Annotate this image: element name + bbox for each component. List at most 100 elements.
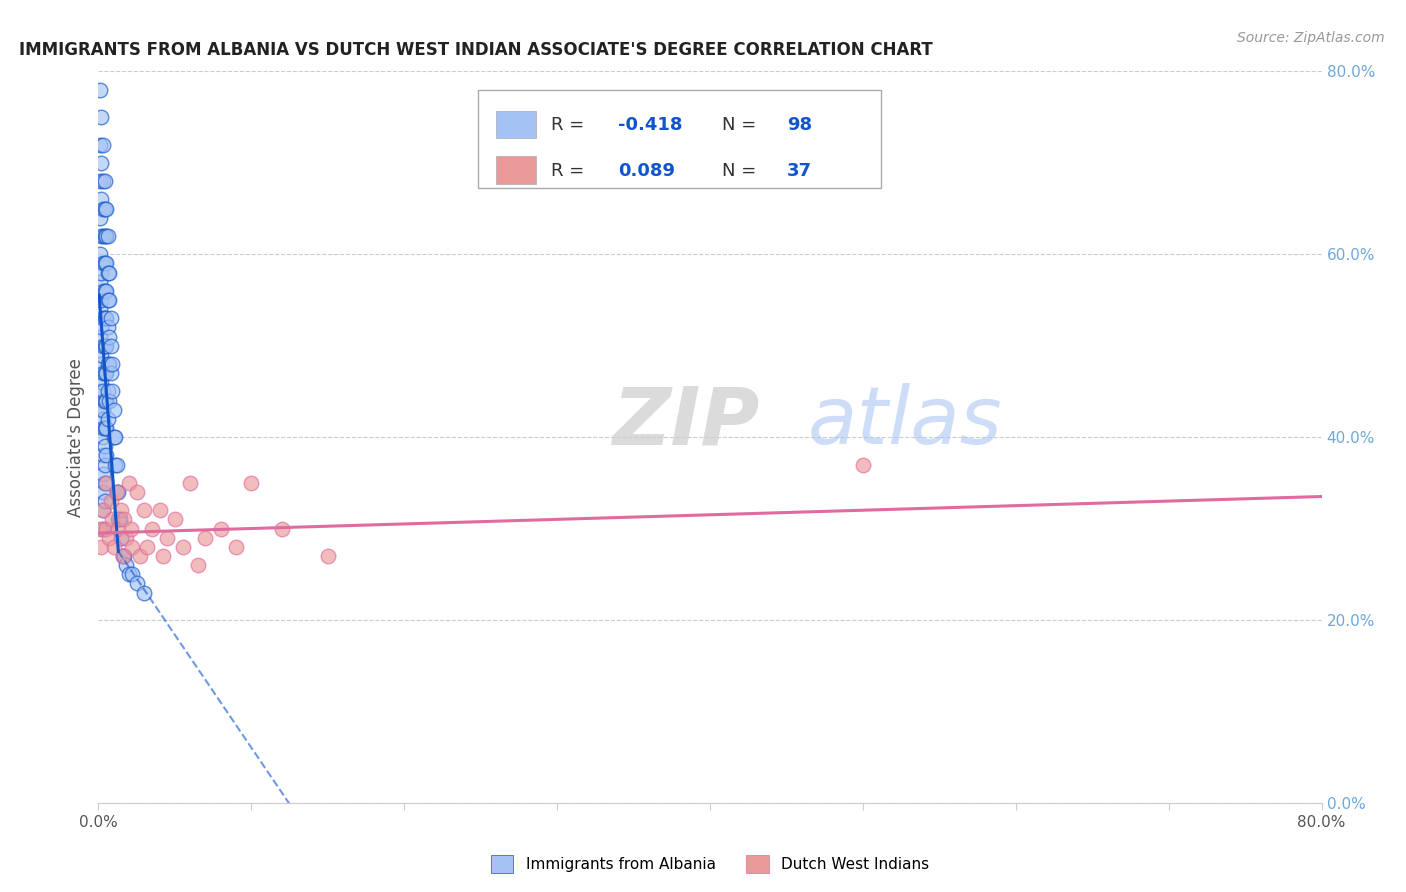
Point xyxy=(98,266,121,280)
Point xyxy=(89,357,111,371)
Point xyxy=(107,485,129,500)
Point xyxy=(91,338,114,352)
Point xyxy=(112,549,135,563)
Point xyxy=(94,421,117,435)
Point xyxy=(93,202,115,216)
FancyBboxPatch shape xyxy=(496,111,536,138)
Point xyxy=(149,503,172,517)
Point xyxy=(270,521,292,535)
Point xyxy=(89,211,111,225)
Point xyxy=(118,475,141,490)
Point xyxy=(100,311,122,326)
Point xyxy=(121,540,143,554)
Point xyxy=(89,301,111,317)
Point xyxy=(98,393,121,408)
Text: R =: R = xyxy=(551,116,591,135)
Point xyxy=(93,494,115,508)
Point xyxy=(94,202,117,216)
Text: 0.089: 0.089 xyxy=(619,162,675,180)
Point xyxy=(97,320,120,334)
Point xyxy=(93,284,115,298)
Point xyxy=(97,384,120,399)
Point xyxy=(91,485,114,500)
Point xyxy=(94,366,117,380)
Point xyxy=(91,402,114,417)
Point xyxy=(90,402,112,417)
Point xyxy=(194,531,217,545)
Text: -0.418: -0.418 xyxy=(619,116,683,135)
Point xyxy=(90,376,112,390)
Point xyxy=(115,531,138,545)
Text: ZIP: ZIP xyxy=(612,384,759,461)
Point xyxy=(179,475,201,490)
Point xyxy=(110,503,132,517)
Point xyxy=(125,576,148,591)
Point xyxy=(103,430,125,444)
Point xyxy=(93,475,115,490)
Point xyxy=(89,384,111,399)
Point xyxy=(103,402,125,417)
Point xyxy=(225,540,247,554)
Point xyxy=(240,475,263,490)
Point xyxy=(101,357,124,371)
Point xyxy=(97,357,120,371)
Point xyxy=(93,256,115,270)
Point xyxy=(91,384,114,399)
Point xyxy=(134,585,156,599)
Point xyxy=(91,412,114,426)
Point xyxy=(156,531,179,545)
Point xyxy=(120,521,142,535)
Point xyxy=(128,549,150,563)
Point xyxy=(89,174,111,188)
Point xyxy=(91,202,114,216)
Point xyxy=(89,521,111,535)
Point xyxy=(90,192,112,206)
Legend: Immigrants from Albania, Dutch West Indians: Immigrants from Albania, Dutch West Indi… xyxy=(485,848,935,880)
Point xyxy=(100,366,122,380)
Text: IMMIGRANTS FROM ALBANIA VS DUTCH WEST INDIAN ASSOCIATE'S DEGREE CORRELATION CHAR: IMMIGRANTS FROM ALBANIA VS DUTCH WEST IN… xyxy=(18,41,932,59)
Point xyxy=(93,311,115,326)
Point xyxy=(105,485,128,500)
Point xyxy=(121,567,143,582)
Point xyxy=(93,228,115,243)
Point xyxy=(91,256,114,270)
Point xyxy=(91,467,114,481)
Text: 37: 37 xyxy=(787,162,813,180)
Point xyxy=(91,430,114,444)
Point xyxy=(103,540,125,554)
Point xyxy=(316,549,339,563)
Point xyxy=(91,393,114,408)
Point xyxy=(91,421,114,435)
Point xyxy=(163,512,186,526)
Point xyxy=(93,458,115,472)
Point xyxy=(111,549,134,563)
Point xyxy=(105,458,128,472)
Point xyxy=(90,266,112,280)
Point xyxy=(98,293,121,307)
Point xyxy=(91,449,114,463)
Text: R =: R = xyxy=(551,162,591,180)
Point xyxy=(91,521,114,535)
Point xyxy=(93,338,115,352)
Point xyxy=(852,458,875,472)
Point xyxy=(89,275,111,289)
Point xyxy=(111,549,134,563)
Point xyxy=(134,503,156,517)
Point xyxy=(89,247,111,261)
Point xyxy=(90,110,112,124)
Point xyxy=(90,228,112,243)
Point xyxy=(97,228,120,243)
Point xyxy=(90,156,112,170)
Point xyxy=(112,512,135,526)
Point xyxy=(136,540,159,554)
Point xyxy=(101,384,124,399)
Point xyxy=(125,485,148,500)
Point xyxy=(209,521,232,535)
Point xyxy=(94,521,117,535)
Point xyxy=(107,521,129,535)
Point xyxy=(100,338,122,352)
Point xyxy=(91,503,114,517)
Point xyxy=(94,449,117,463)
Point xyxy=(90,540,112,554)
Y-axis label: Associate's Degree: Associate's Degree xyxy=(66,358,84,516)
